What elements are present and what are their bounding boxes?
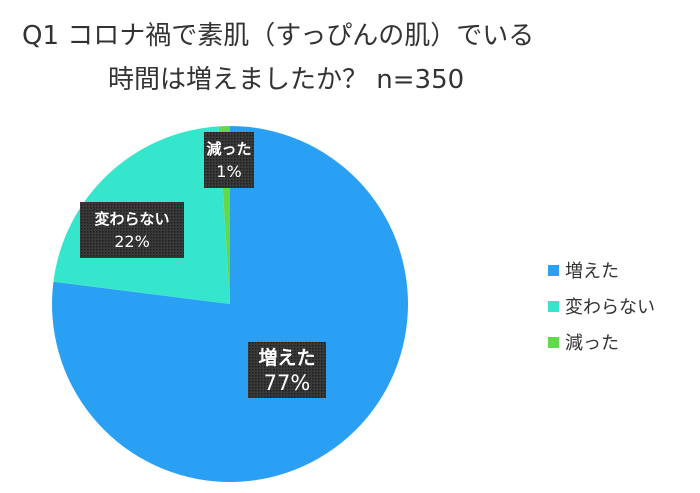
data-label-value-increased: 77%	[264, 371, 311, 395]
data-label-value-decreased: 1%	[216, 162, 241, 181]
data-label-name-unchanged: 変わらない	[94, 210, 169, 228]
data-label-box-unchanged	[80, 202, 184, 258]
legend-item-increased: 増えた	[548, 252, 655, 288]
legend: 増えた 変わらない 減った	[548, 252, 655, 360]
data-label-value-unchanged: 22%	[114, 232, 150, 251]
legend-swatch-increased	[548, 264, 559, 276]
legend-label-increased: 増えた	[565, 261, 619, 282]
legend-label-decreased: 減った	[565, 333, 619, 354]
chart-title-line-1: Q1 コロナ禍で素肌（すっぴんの肌）でいる	[22, 21, 535, 51]
legend-swatch-decreased	[548, 336, 559, 348]
data-label-name-increased: 増えた	[258, 346, 315, 369]
data-label-box-increased	[248, 342, 326, 398]
data-label-unchanged: 変わらない 22%	[80, 202, 184, 258]
legend-item-unchanged: 変わらない	[548, 288, 655, 324]
data-label-box-decreased	[204, 132, 254, 188]
data-label-decreased: 減った 1%	[204, 132, 254, 188]
legend-item-decreased: 減った	[548, 324, 655, 360]
legend-label-unchanged: 変わらない	[565, 297, 655, 318]
data-label-name-decreased: 減った	[206, 140, 251, 158]
chart-title: Q1 コロナ禍で素肌（すっぴんの肌）でいる 時間は増えましたか？ n=350	[0, 14, 700, 102]
chart-title-line-2: 時間は増えましたか？ n=350	[108, 65, 465, 95]
legend-swatch-unchanged	[548, 300, 559, 312]
